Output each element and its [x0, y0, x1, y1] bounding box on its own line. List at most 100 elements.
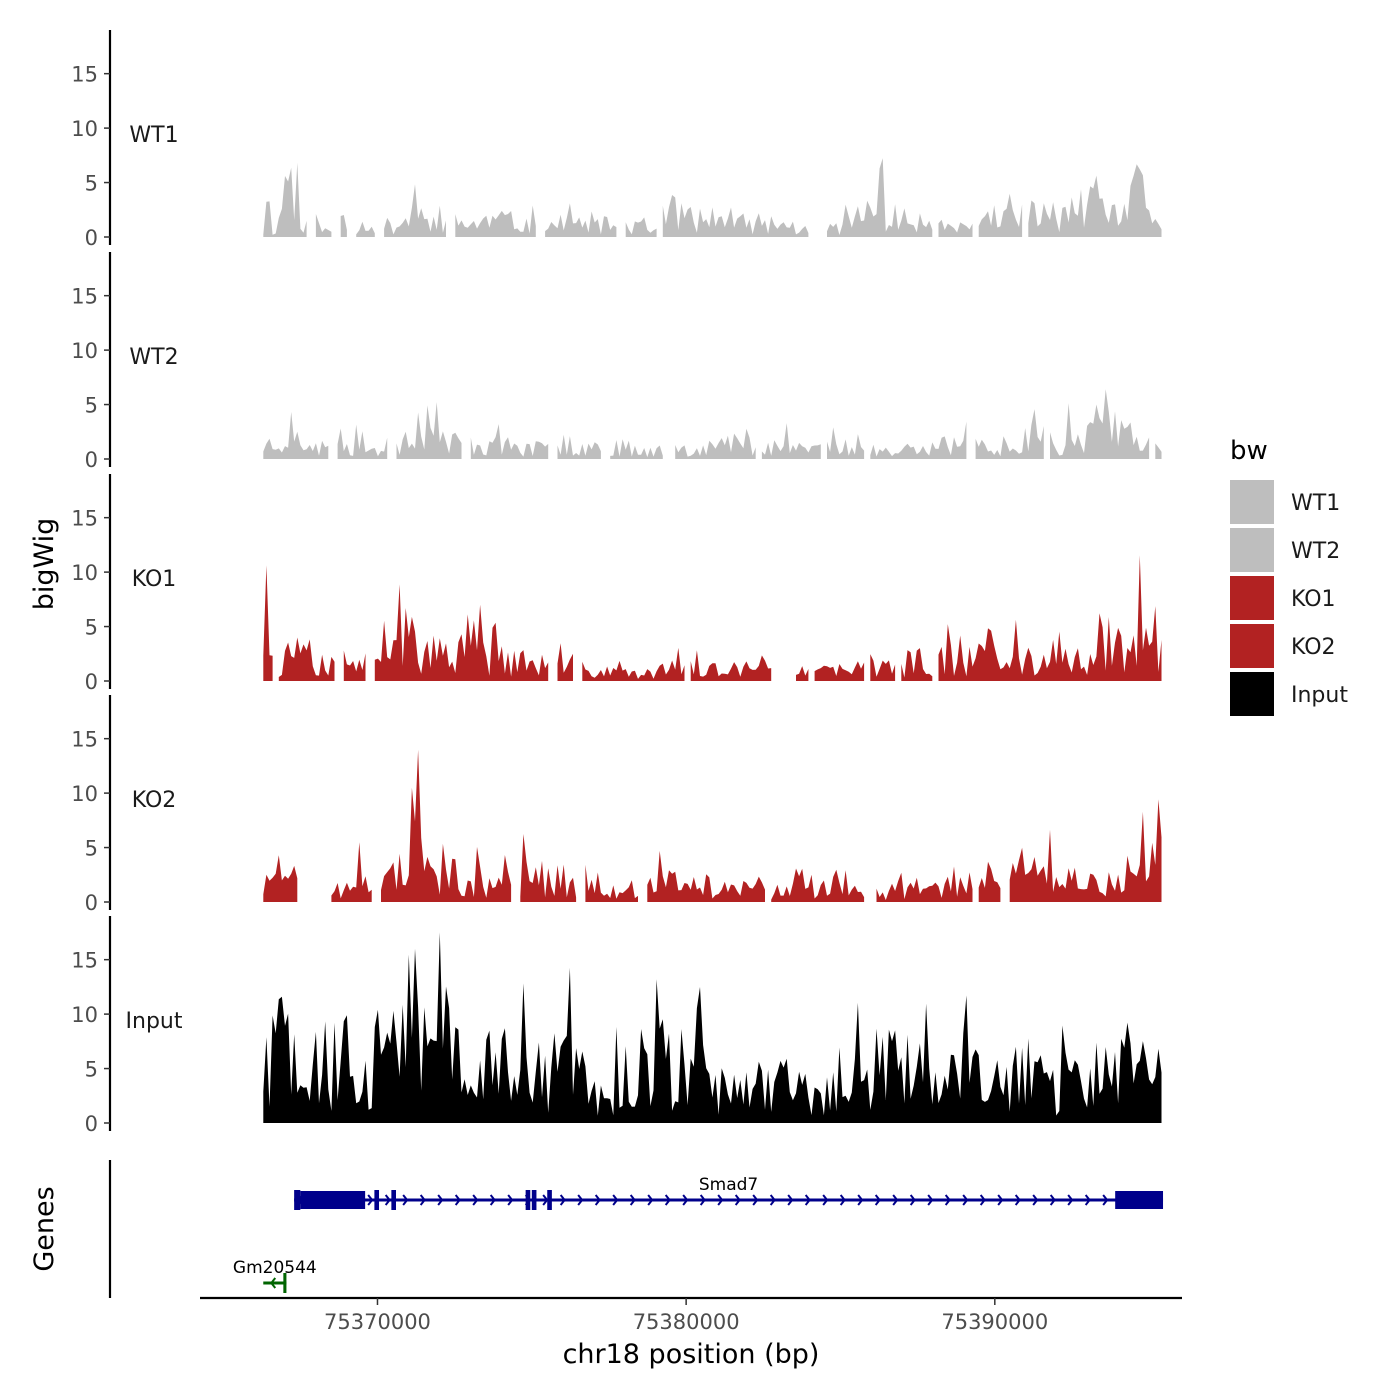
coverage-area-wt2 [761, 423, 821, 459]
coverage-area-wt1 [455, 205, 536, 237]
gene-exon-small [391, 1190, 396, 1210]
coverage-area-ko2 [647, 850, 765, 902]
gene-gm20544: Gm20544 [233, 1258, 317, 1293]
strand-arrow [717, 1194, 724, 1206]
y-tick-label: 10 [71, 782, 98, 806]
track-panel-wt1: 0 5 10 15 WT1 [71, 30, 1162, 250]
strand-arrow [997, 1194, 1004, 1206]
x-tick-label: 75390000 [941, 1310, 1048, 1334]
legend-key-wt1 [1230, 480, 1274, 524]
legend-label-input: Input [1291, 683, 1348, 708]
coverage-area-ko2 [876, 866, 973, 902]
coverage-area-ko1 [690, 650, 772, 681]
gene-exon-small [525, 1190, 531, 1210]
strand-arrow [542, 1194, 549, 1206]
track-panel-ko1: 0 5 10 15 KO1 [71, 474, 1162, 694]
strand-arrow [752, 1194, 759, 1206]
coverage-area-wt2 [1155, 443, 1162, 459]
coverage-area-ko2 [263, 855, 298, 902]
track-panel-input: 0 5 10 15 Input [71, 916, 1162, 1136]
coverage-area-ko2 [331, 842, 372, 902]
coverage-area-ko2 [381, 749, 512, 902]
gene-exon-small [531, 1190, 537, 1210]
legend-key-input [1230, 672, 1274, 716]
y-tick-label: 10 [71, 117, 98, 141]
strand-arrow [507, 1194, 514, 1206]
legend-label-ko1: KO1 [1291, 587, 1336, 612]
coverage-area-ko2 [520, 834, 577, 902]
y-tick-label: 5 [85, 1058, 98, 1082]
coverage-area-ko1 [278, 637, 335, 681]
coverage-area-ko1 [263, 565, 273, 681]
coverage-area-ko1 [814, 661, 865, 681]
strand-arrow [437, 1194, 444, 1206]
coverage-area-wt1 [340, 215, 347, 237]
strand-arrow [962, 1194, 969, 1206]
track-panel-wt2: 0 5 10 15 WT2 [71, 252, 1162, 472]
strand-arrow [682, 1194, 689, 1206]
track-label: KO1 [132, 567, 177, 592]
strand-arrow [367, 1194, 374, 1206]
gene-label: Gm20544 [233, 1258, 317, 1278]
coverage-area-wt2 [610, 439, 663, 459]
coverage-area-wt1 [938, 219, 973, 237]
legend-key-ko2 [1230, 624, 1274, 668]
strand-arrow [927, 1194, 934, 1206]
strand-arrow [419, 1194, 426, 1206]
coverage-area-ko1 [343, 650, 366, 681]
strand-arrow [384, 1194, 391, 1206]
y-tick-label: 5 [85, 616, 98, 640]
coverage-area-wt1 [263, 162, 307, 237]
strand-arrow [892, 1194, 899, 1206]
gene-exon-small [283, 1273, 287, 1293]
coverage-area-wt1 [545, 203, 617, 237]
x-axis: 75370000 75380000 75390000 [200, 1296, 1182, 1334]
strand-arrow [664, 1194, 671, 1206]
y-tick-label: 15 [71, 949, 98, 973]
legend-label-wt2: WT2 [1291, 539, 1340, 564]
track-label: Input [126, 1009, 183, 1034]
y-tick-label: 15 [71, 63, 98, 87]
y-tick-label: 15 [71, 728, 98, 752]
coverage-area-wt1 [827, 158, 933, 237]
gene-label: Smad7 [699, 1175, 758, 1195]
coverage-area-ko1 [870, 654, 896, 681]
strand-arrow [804, 1194, 811, 1206]
y-tick-label: 0 [85, 448, 98, 472]
track-label: KO2 [132, 788, 177, 813]
strand-arrow [269, 1277, 277, 1289]
strand-arrow [559, 1194, 566, 1206]
coverage-area-wt1 [315, 214, 332, 237]
y-tick-label: 0 [85, 891, 98, 915]
coverage-area-ko1 [582, 647, 685, 681]
coverage-area-wt1 [356, 221, 375, 237]
track-panel-ko2: 0 5 10 15 KO2 [71, 695, 1162, 915]
y-tick-label: 0 [85, 226, 98, 250]
strand-arrow [699, 1194, 706, 1206]
strand-arrow [454, 1194, 461, 1206]
y-tick-label: 0 [85, 670, 98, 694]
strand-arrow [647, 1194, 654, 1206]
legend-label-wt1: WT1 [1291, 491, 1340, 516]
coverage-area-ko1 [374, 584, 549, 681]
coverage-area-ko2 [771, 868, 865, 902]
gene-exon [300, 1191, 366, 1209]
coverage-area-wt2 [263, 411, 329, 459]
coverage-area-ko1 [796, 666, 809, 681]
x-tick-label: 75380000 [633, 1310, 740, 1334]
legend-key-wt2 [1230, 528, 1274, 572]
strand-arrow [734, 1194, 741, 1206]
coverage-area-ko2 [1009, 799, 1162, 902]
gene-exon-small [294, 1190, 301, 1210]
coverage-area-wt1 [662, 195, 809, 237]
coverage-area-wt1 [625, 217, 657, 237]
coverage-area-ko1 [557, 643, 573, 681]
track-label: WT2 [129, 345, 178, 370]
y-tick-label: 15 [71, 285, 98, 309]
strand-arrow [577, 1194, 584, 1206]
track-label: WT1 [129, 123, 178, 148]
coverage-area-ko1 [938, 555, 1162, 681]
coverage-area-wt2 [870, 421, 967, 459]
coverage-area-wt2 [557, 434, 601, 459]
